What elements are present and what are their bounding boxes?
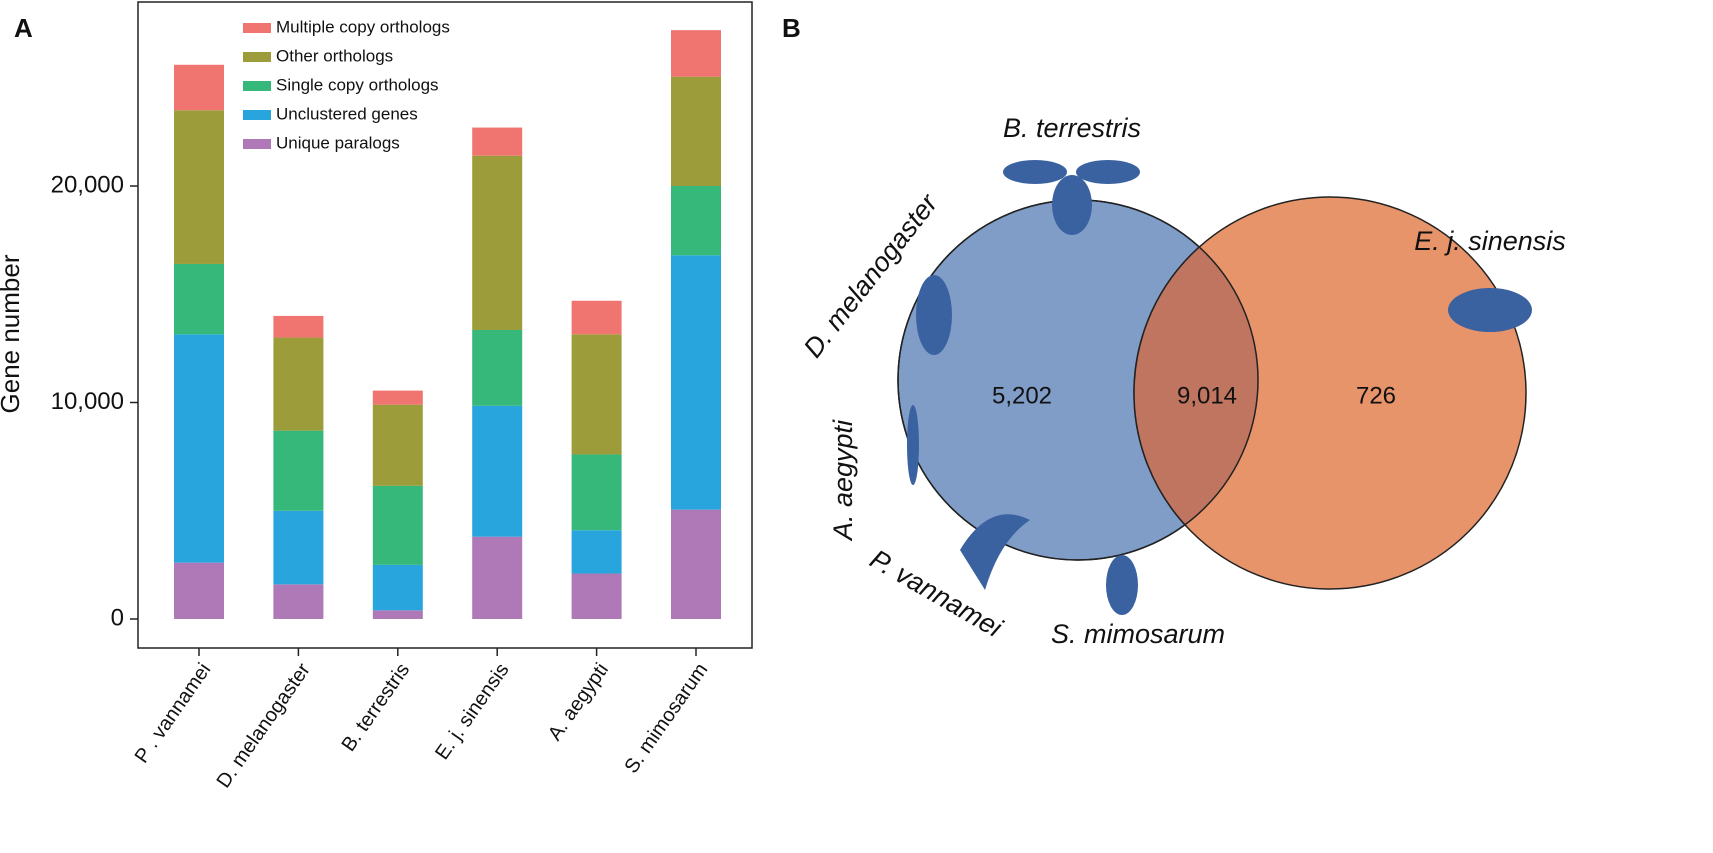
bar-segment [571,530,622,574]
legend-label: Multiple copy orthologs [276,17,450,36]
species-label: S. mimosarum [1051,619,1225,649]
legend-label: Unique paralogs [276,133,400,152]
species-label: B. terrestris [1003,113,1141,143]
bar-segment [671,76,721,187]
bar-segment [571,334,622,455]
x-tick-label: A. aegypti [544,659,613,744]
bar-segment [372,390,423,405]
bar-segment [372,610,423,619]
legend-swatch [243,139,271,149]
bar-segment [472,127,523,156]
region-count: 5,202 [992,382,1052,409]
bar-segment [671,255,721,510]
bar-segment [174,64,224,111]
bar-segment [273,510,324,585]
bar-segment [174,263,224,335]
x-tick-label: D. melanogaster [213,659,315,792]
legend-swatch [243,110,271,120]
plot-frame [137,1,753,649]
y-tick-label: 20,000 [51,171,124,198]
bar-segment [472,536,523,619]
bar-segment [174,334,224,563]
bar-segment [273,430,324,511]
legend-label: Other orthologs [276,46,393,65]
bar-segment [472,155,523,330]
bar-segment [174,562,224,619]
bar-segment [372,564,423,611]
panel-label: B [782,13,801,43]
bar-segment [372,404,423,486]
region-count: 9,014 [1177,382,1237,409]
x-tick-label: P . vannamei [131,659,216,767]
species-label: A. aegypti [828,419,858,542]
bar-segment [472,405,523,537]
legend-swatch [243,23,271,33]
bar-segment [571,300,622,335]
legend-label: Unclustered genes [276,104,418,123]
species-label: E. j. sinensis [1414,226,1566,256]
bar-segment [571,573,622,619]
bar-segment [472,329,523,406]
bar-segment [174,110,224,264]
bar-segment [273,337,324,431]
legend-label: Single copy orthologs [276,75,439,94]
y-axis-label: Gene number [0,254,25,413]
panel-label: A [14,13,33,43]
bar-segment [273,584,324,619]
x-tick-label: E. j. sinensis [431,659,513,764]
y-tick-label: 0 [111,604,124,631]
bar-segment [273,315,324,338]
bar-segment [372,485,423,565]
silhouettes [907,160,1532,615]
bar-segment [671,30,721,77]
bar-segment [571,454,622,531]
legend-swatch [243,81,271,91]
y-tick-label: 10,000 [51,388,124,415]
region-count: 726 [1356,382,1396,409]
x-tick-label: S. mimosarum [620,659,712,777]
bar-segment [671,509,721,619]
legend-swatch [243,52,271,62]
bar-segment [671,186,721,256]
x-tick-label: B. terrestris [338,659,415,755]
venn-art [897,160,1532,615]
